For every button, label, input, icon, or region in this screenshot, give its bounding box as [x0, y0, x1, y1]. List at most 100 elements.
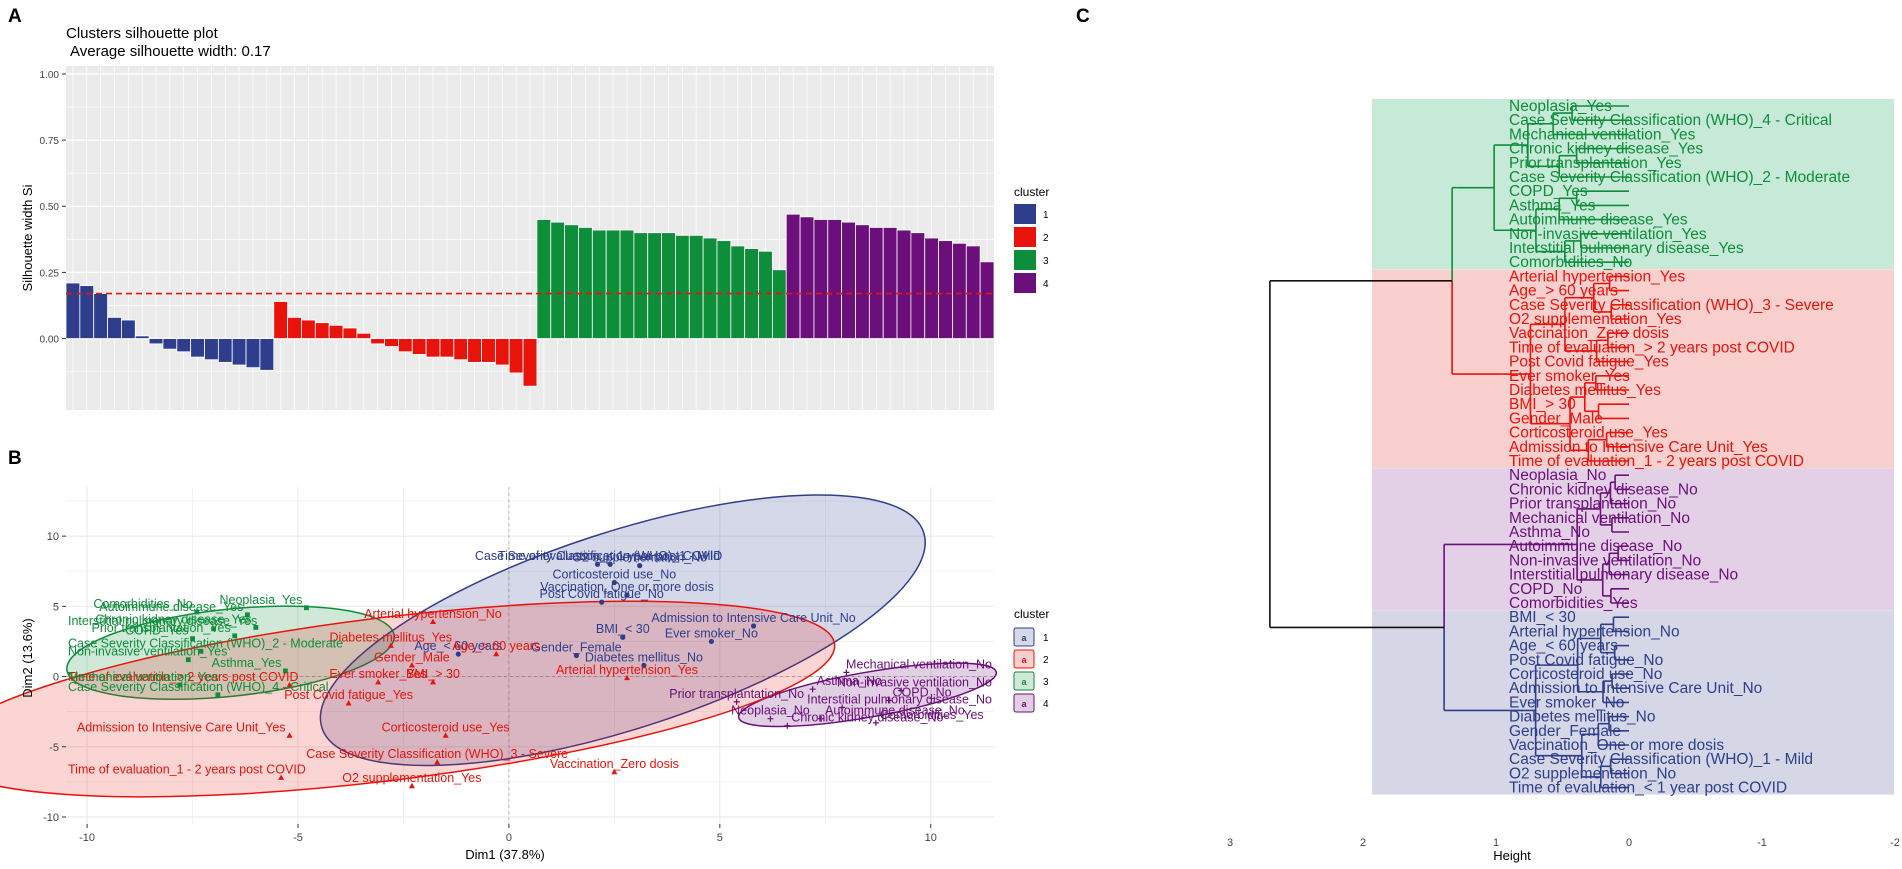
factor-map-point — [599, 599, 605, 605]
factor-map-label: Arterial hypertension_Yes — [556, 663, 698, 677]
factor-map-label: Case Severity Classification (WHO)_1 - M… — [475, 549, 720, 563]
silhouette-bar — [342, 327, 358, 339]
factor-map-point — [177, 682, 183, 688]
factor-map-point — [282, 668, 288, 674]
dendrogram-leaf-label: Ever smoker_Yes — [1509, 368, 1630, 385]
silhouette-bar — [190, 338, 205, 358]
dendrogram-leaf-label: Prior transplantation_No — [1509, 496, 1676, 513]
dendrogram-leaf-label: Case Severity Classification (WHO)_2 - M… — [1509, 169, 1850, 186]
factor-map-point — [818, 715, 825, 722]
dendrogram-leaf-label: BMI_< 30 — [1509, 609, 1576, 626]
silhouette-bar — [494, 338, 510, 366]
dendrogram-cluster-box-3 — [1372, 99, 1894, 270]
silhouette-bar — [730, 245, 746, 339]
factor-map-label: Ever smoker_No — [665, 626, 758, 640]
factor-map-label: Asthma_Yes — [212, 656, 282, 670]
factor-map-point — [190, 636, 195, 642]
factor-map-point — [198, 648, 204, 654]
dendrogram-leaf-label: Prior transplantation_Yes — [1509, 155, 1682, 172]
factor-map-y-tick-label: -10 — [43, 812, 59, 824]
factor-map-point — [493, 650, 500, 657]
silhouette-bar — [134, 335, 150, 339]
silhouette-bar — [564, 224, 579, 339]
dendrogram-leaf-label: Interstitial pulmonary disease_Yes — [1509, 240, 1744, 257]
panel-label-b: B — [8, 448, 22, 469]
silhouette-plot: Clusters silhouette plot Average silhoue… — [20, 25, 1049, 410]
dendrogram-leaf-label: Chronic kidney disease_No — [1509, 481, 1698, 498]
dendrogram-leaf-label: Admission to Intensive Care Unit_No — [1509, 680, 1762, 697]
silhouette-bar — [550, 221, 566, 339]
silhouette-bar — [910, 232, 926, 339]
factor-map-point — [304, 605, 309, 611]
factor-map-plot-area — [66, 487, 994, 824]
dendrogram-leaf-label: Chronic kidney disease_Yes — [1509, 141, 1703, 158]
dendrogram-leaf-label: Autoimmune disease_Yes — [1509, 212, 1688, 229]
dendrogram-leaf-label: O2 supplementation_Yes — [1509, 311, 1682, 328]
silhouette-y-ticks: 1.00 0.75 0.50 0.25 0.00 — [40, 70, 66, 346]
factor-map-legend-key — [1013, 649, 1035, 669]
factor-map-label: Corticosteroid use_Yes — [382, 721, 510, 735]
factor-map-point — [624, 674, 631, 681]
factor-map-x-tick-label: 0 — [506, 832, 512, 844]
factor-map-label: Gender_Female — [531, 641, 621, 655]
silhouette-bar — [231, 338, 247, 366]
dendrogram-leaf-label: Comorbidities_No — [1509, 254, 1632, 271]
factor-map-label: Diabetes mellitus_Yes — [330, 631, 453, 645]
dendrogram-cluster-box-2 — [1372, 269, 1894, 468]
factor-map-label: Gender_Male — [374, 650, 450, 664]
factor-map-legend-key-glyph: a — [1021, 699, 1027, 709]
factor-map-label: Prior transplantation_No — [669, 687, 804, 701]
factor-map-point — [641, 662, 647, 668]
factor-map-point — [429, 678, 436, 685]
factor-map-label: Time of evaluation_1 - 2 years post COVI… — [68, 763, 306, 777]
factor-map-point — [885, 697, 892, 704]
dendrogram-leaf-label: Case Severity Classification (WHO)_3 - S… — [1509, 297, 1834, 314]
dendrogram-cluster-boxes — [1372, 99, 1894, 795]
silhouette-bar — [273, 301, 289, 339]
silhouette-y-tick-label: 0.00 — [40, 335, 60, 346]
silhouette-bar — [398, 338, 413, 353]
silhouette-legend-swatch — [1014, 204, 1036, 224]
silhouette-bar — [591, 229, 607, 339]
dendrogram-leaf-label: Case Severity Classification (WHO)_1 - M… — [1509, 751, 1813, 768]
silhouette-bar — [619, 229, 635, 339]
factor-map-point — [637, 563, 643, 569]
dendrogram-leaf-label: Corticosteroid use_Yes — [1509, 425, 1668, 442]
dendrogram-leaf-label: Time of evaluation_< 1 year post COVID — [1509, 780, 1787, 797]
cluster-ellipse-2 — [0, 600, 836, 798]
dendrogram-leaf-label: Vaccination_One or more dosis — [1509, 737, 1724, 754]
silhouette-bar — [938, 240, 953, 339]
dendrogram-x-tick-label: -1 — [1757, 837, 1767, 849]
silhouette-bar — [605, 229, 621, 339]
dendrogram-leaf-label: Autoimmune disease_No — [1509, 538, 1682, 555]
silhouette-bar — [481, 338, 496, 363]
factor-map-label: Chronic kidney disease_No — [791, 711, 943, 725]
silhouette-bar — [107, 316, 122, 339]
factor-map-ellipses — [0, 494, 998, 798]
factor-map-label: O2 supplementation_Yes — [342, 771, 481, 785]
dendrogram-leaf-label: BMI_> 30 — [1509, 396, 1576, 413]
dendrogram-x-tick-label: 1 — [1493, 837, 1499, 849]
factor-map-x-tick-label: 5 — [717, 832, 723, 844]
factor-map-points — [177, 561, 905, 789]
factor-map-label: Age_> 60 years — [452, 639, 540, 653]
factor-map-point — [194, 609, 200, 615]
factor-map-point — [244, 612, 250, 618]
dendrogram-cluster-box-4 — [1372, 468, 1894, 610]
factor-map-label: Comorbidities_Yes — [880, 708, 984, 722]
factor-map-y-tick-label: 10 — [47, 531, 59, 543]
silhouette-bar — [771, 269, 787, 339]
factor-map-label: Case Severity Classification (WHO)_2 - M… — [68, 636, 343, 650]
factor-map-label: Non-invasive ventilation_Yes — [68, 645, 227, 659]
silhouette-bar — [301, 319, 316, 339]
dendrogram-leaf-label: Gender_Male — [1509, 410, 1603, 427]
panel-label-c: C — [1076, 6, 1090, 27]
factor-map-label: Admission to Intensive Care Unit_Yes — [77, 721, 286, 735]
silhouette-bar — [162, 338, 178, 350]
silhouette-bar — [896, 229, 912, 339]
factor-map-point — [594, 561, 601, 567]
silhouette-bar — [952, 242, 967, 339]
factor-map-point — [215, 692, 221, 698]
factor-map-label: Vaccination_Zero dosis — [550, 757, 679, 771]
